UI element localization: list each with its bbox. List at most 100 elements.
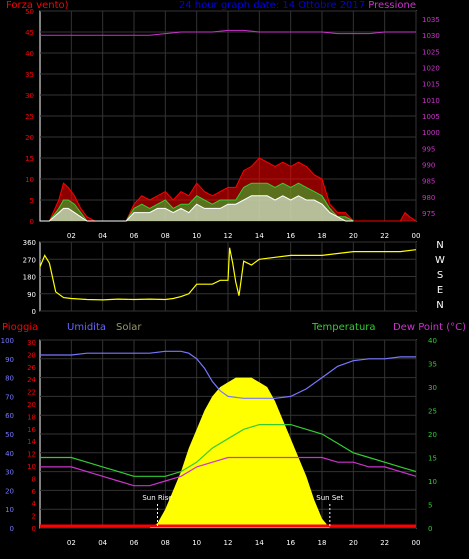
chart3-x-tick-label: 16 (286, 539, 295, 547)
chart3-x-tick-label: 14 (255, 539, 264, 547)
chart2-compass-label: N (436, 240, 443, 251)
chart2-compass-label: N (436, 300, 443, 311)
chart3-rain-tick-label: 2 (32, 513, 36, 521)
chart1-x-tick-label: 08 (161, 232, 170, 240)
chart2-left-tick-label: 180 (23, 274, 36, 282)
chart3-x-tick-label: 08 (161, 539, 170, 547)
chart1-x-tick-label: 10 (192, 232, 201, 240)
chart1-right-tick-label: 990 (422, 161, 435, 169)
chart2-compass-label: W (435, 255, 445, 266)
chart3-rain-tick-label: 8 (32, 475, 36, 483)
temp-humidity-chart: Pioggia Umidita Solar Temperatura Dew Po… (1, 322, 466, 547)
chart3-x-tick-label: 00 (412, 539, 421, 547)
chart1-x-tick-label: 14 (255, 232, 264, 240)
chart3-rain-tick-label: 6 (32, 488, 37, 496)
chart3-rain-tick-label: 18 (27, 413, 36, 421)
chart2-left-tick-label: 270 (23, 256, 36, 264)
chart1-right-tick-label: 1035 (422, 16, 440, 24)
chart1-wind-line (40, 182, 354, 222)
chart1-right-tick-label: 1015 (422, 81, 440, 89)
chart1-series-area (40, 195, 354, 221)
chart1-left-tick-label: 30 (25, 92, 34, 100)
chart3-temp-tick-label: 5 (428, 502, 432, 510)
chart1-left-tick-label: 35 (25, 71, 34, 79)
chart3-rain-tick-label: 16 (27, 426, 36, 434)
chart3-rain-tick-label: 14 (27, 438, 36, 446)
chart1-x-tick-label: 00 (412, 232, 421, 240)
chart1-left-tick-label: 0 (30, 218, 34, 226)
chart2-left-tick-label: 90 (27, 291, 36, 299)
chart1-right-tick-label: 1010 (422, 97, 440, 105)
chart2-left-tick-label: 0 (32, 308, 36, 316)
chart3-x-tick-label: 22 (380, 539, 389, 547)
chart1-left-tick-label: 25 (25, 113, 34, 121)
chart3-humidity-tick-label: 60 (5, 412, 14, 420)
chart1-right-tick-label: 1025 (422, 48, 440, 56)
chart3-humidity-tick-label: 40 (5, 450, 14, 458)
chart3-x-tick-label: 12 (224, 539, 233, 547)
chart1-right-tick-label: 975 (422, 210, 435, 218)
chart1-left-tick-label: 5 (30, 197, 34, 205)
chart3-humidity-tick-label: 10 (5, 506, 14, 514)
chart3-rain-tick-label: 22 (27, 389, 36, 397)
chart2-compass-label: E (437, 285, 443, 296)
chart3-temp-tick-label: 35 (428, 361, 437, 369)
chart1-x-tick-label: 18 (318, 232, 327, 240)
chart3-rain-tick-label: 28 (27, 351, 36, 359)
chart3-humidity-label: Umidita (67, 322, 106, 333)
chart1-right-tick-label: 995 (422, 145, 435, 153)
chart3-temp-label: Temperatura (311, 322, 376, 333)
chart1-pressure-line (40, 29, 416, 36)
chart1-right-tick-label: 985 (422, 178, 435, 186)
chart3-rain-tick-label: 30 (27, 339, 36, 347)
chart3-rain-tick-label: 12 (27, 451, 36, 459)
chart3-line (40, 350, 416, 399)
chart3-temp-ticks: 0 5 10 15 20 25 30 35 40 (428, 337, 437, 533)
chart3-annotation-label: Sun Rise (142, 494, 172, 502)
chart3-humidity-tick-label: 50 (5, 431, 14, 439)
chart1-wind-line (40, 195, 354, 222)
chart2-direction-line (39, 247, 417, 301)
chart3-x-tick-label: 04 (98, 539, 107, 547)
chart1-grid (40, 10, 417, 222)
chart3-humidity-ticks: 0 10 20 30 40 50 60 70 80 90 100 (1, 337, 14, 533)
chart3-x-tick-label: 20 (349, 539, 358, 547)
chart3-x-ticks: 02 04 06 08 10 12 14 16 18 20 22 00 (67, 539, 421, 547)
chart3-solar-area (149, 377, 330, 528)
chart3-x-tick-label: 10 (192, 539, 201, 547)
chart3-rain-tick-label: 4 (32, 500, 37, 508)
chart1-x-ticks: 02 04 06 08 10 12 14 16 18 20 22 00 (67, 232, 421, 240)
chart3-rain-tick-label: 26 (27, 364, 36, 372)
chart3-temp-tick-label: 20 (428, 431, 437, 439)
chart1-left-tick-label: 40 (25, 50, 34, 58)
chart3-temp-tick-label: 40 (428, 337, 437, 345)
chart1-x-tick-label: 16 (286, 232, 295, 240)
chart3-annotations: Sun Rise Sun Set (142, 494, 344, 526)
chart3-x-tick-label: 02 (67, 539, 76, 547)
chart1-x-tick-label: 02 (67, 232, 76, 240)
chart3-line (40, 424, 417, 477)
chart1-x-tick-label: 12 (224, 232, 233, 240)
chart1-x-tick-label: 20 (349, 232, 358, 240)
chart1-x-tick-label: 22 (380, 232, 389, 240)
chart3-line (40, 456, 417, 487)
chart1-title: 24 hour graph date: 14 Ottobre 2017 (179, 0, 365, 11)
chart1-left-tick-label: 10 (25, 176, 34, 184)
chart3-humidity-tick-label: 20 (5, 487, 14, 495)
chart3-temp-tick-label: 10 (428, 478, 437, 486)
chart3-rain-tick-label: 24 (27, 376, 36, 384)
chart3-rain-tick-label: 0 (32, 525, 36, 533)
chart3-annotation-label: Sun Set (316, 494, 343, 502)
chart1-series (40, 29, 417, 222)
chart3-temp-tick-label: 30 (428, 384, 437, 392)
chart1-left-label: Forza vento) (6, 0, 69, 11)
chart3-dewpoint-label: Dew Point (°C) (393, 322, 466, 333)
chart1-right-tick-label: 1005 (422, 113, 440, 121)
chart1-right-label: Pressione (368, 0, 416, 11)
chart1-x-tick-label: 04 (98, 232, 107, 240)
